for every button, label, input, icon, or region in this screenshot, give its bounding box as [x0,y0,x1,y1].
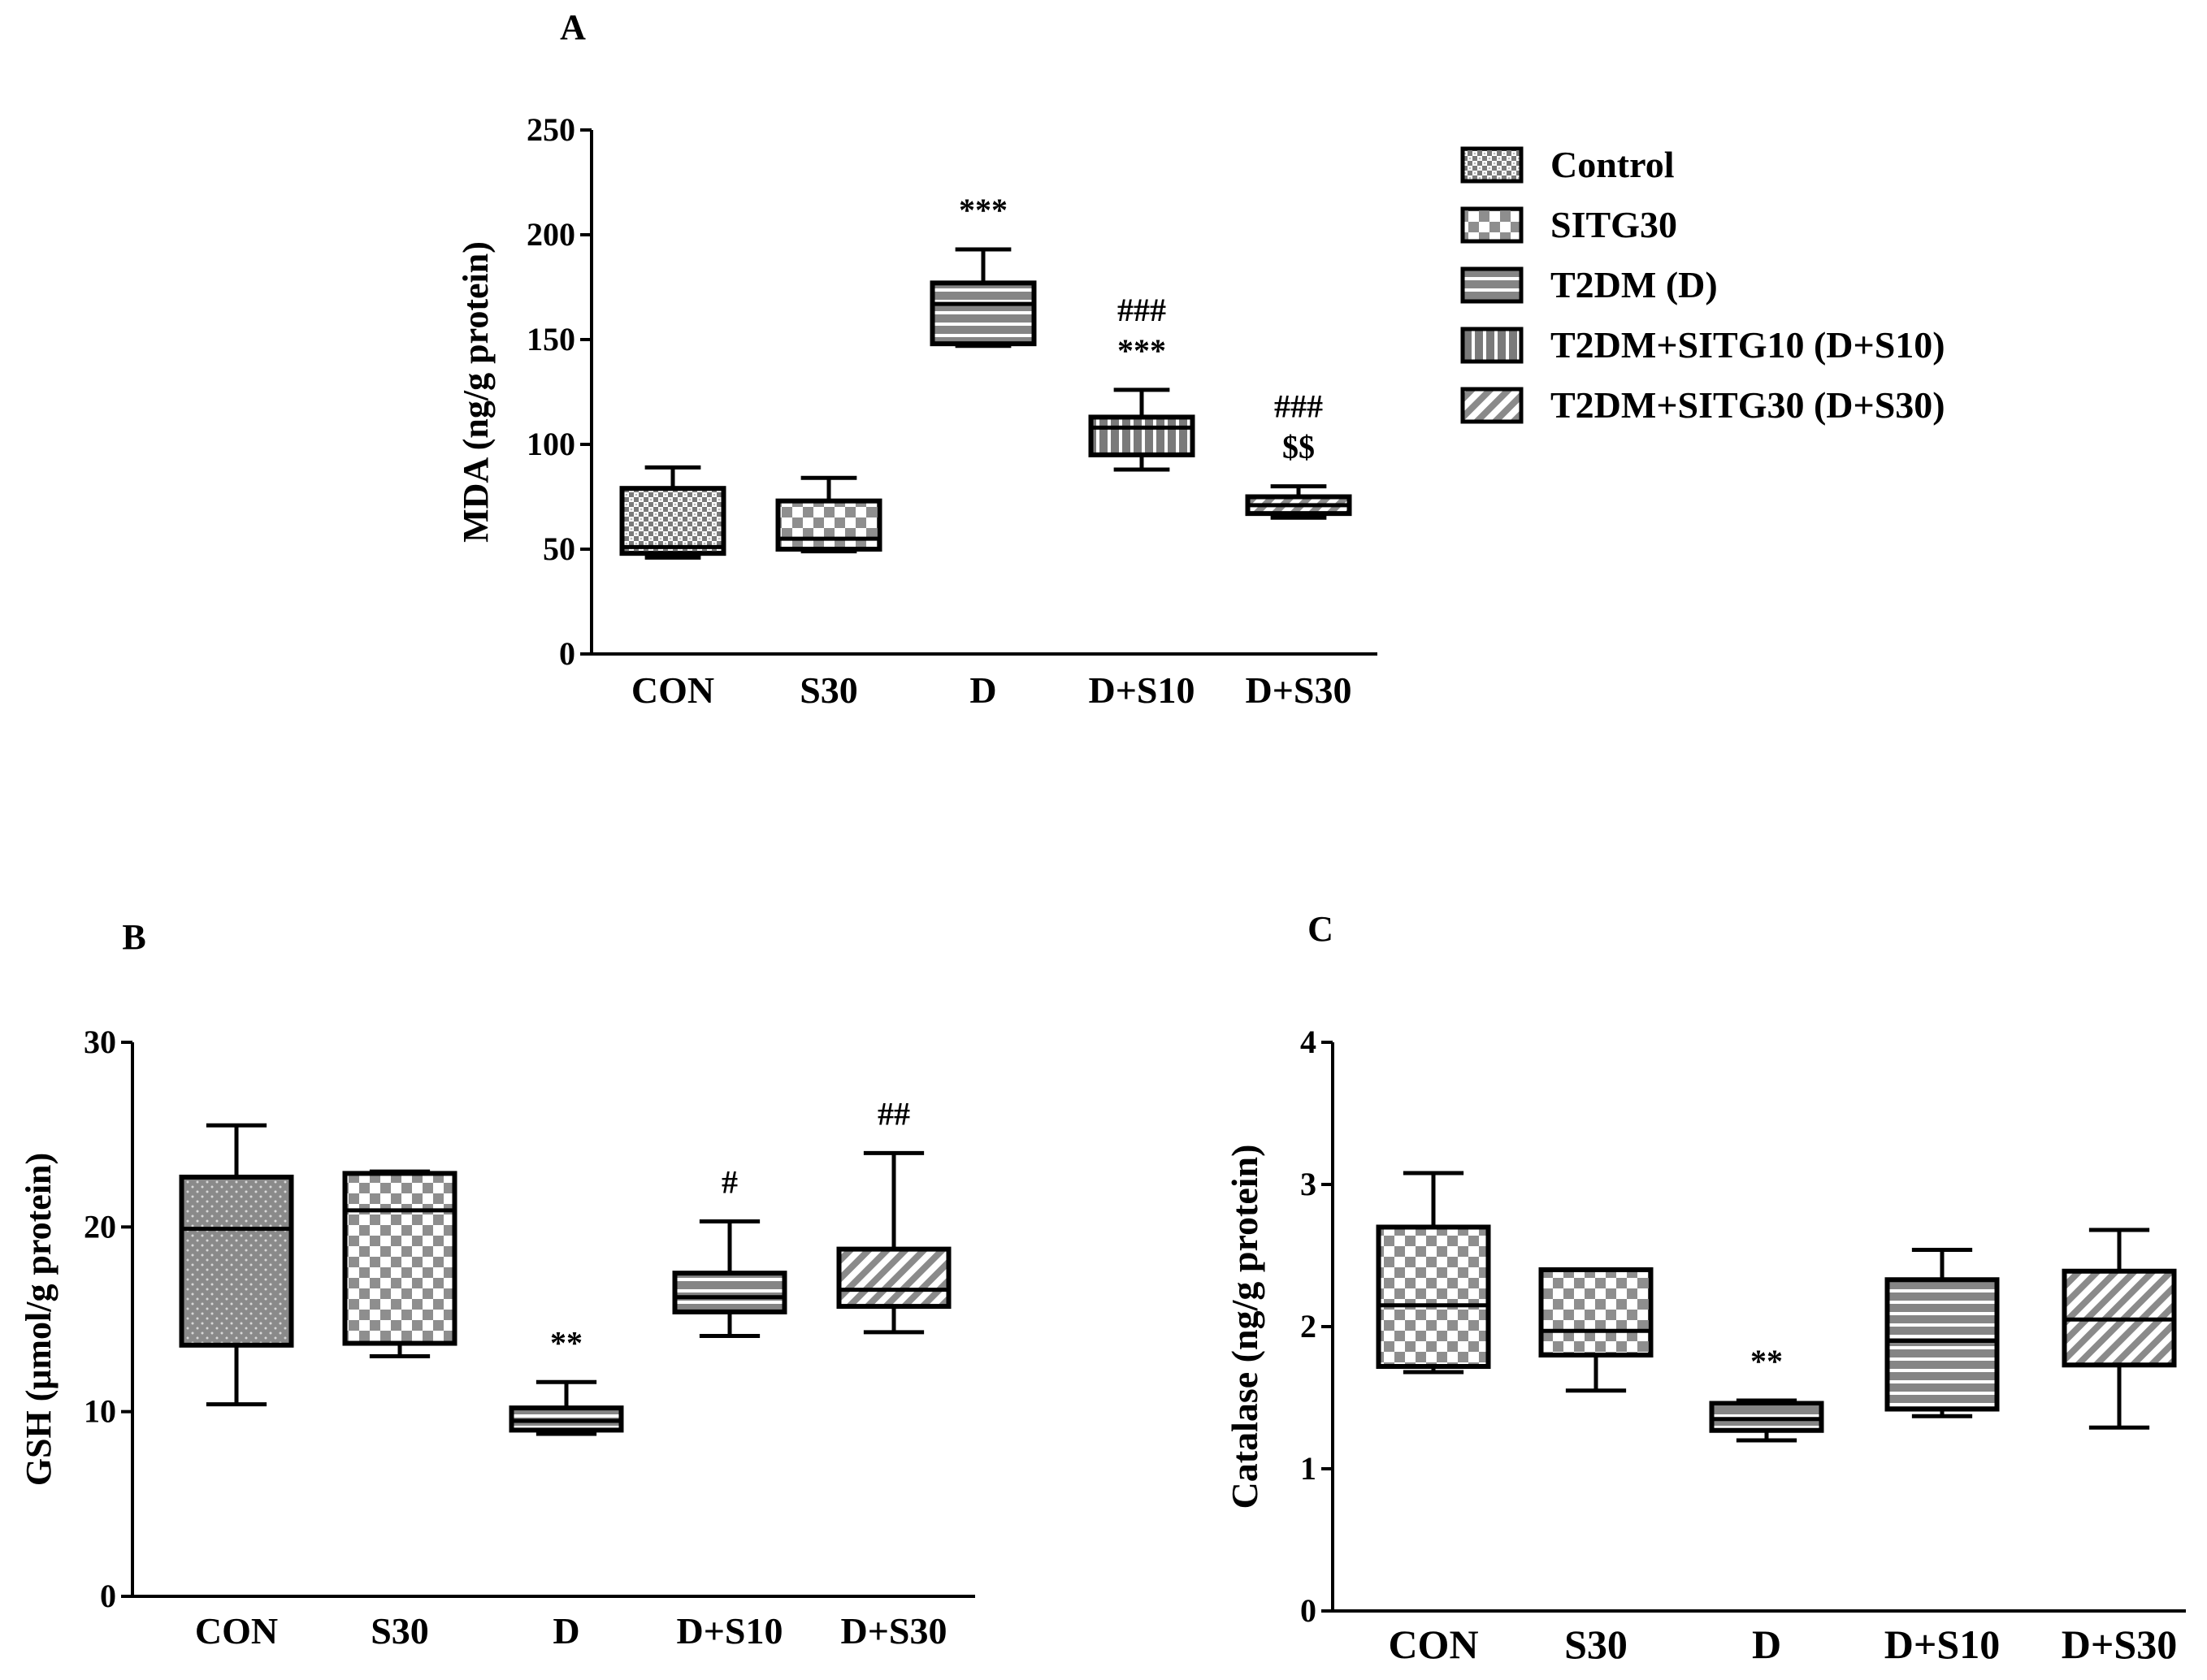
significance-label: ### [1274,388,1323,425]
legend-label: Control [1550,144,1675,185]
box-D [1709,1398,1824,1443]
y-tick-label: 2 [1300,1308,1316,1344]
box-S30 [1538,1267,1654,1393]
legend-swatch [1460,206,1524,244]
panel-letter-c: C [1307,909,1333,949]
box-S30 [775,475,882,554]
x-tick-label: D+S30 [1245,669,1351,711]
x-tick-label: CON [1388,1622,1478,1667]
y-tick-label: 3 [1300,1166,1316,1202]
x-tick-label: D+S10 [1884,1622,2000,1667]
legend-item: T2DM+SITG10 (D+S10) [1460,324,1945,366]
box-iqr [1709,1401,1824,1433]
chart-panel-c: 0 1 2 3 4 Catalase (ng/g protein) CON S30 D ** D+S… [1224,1024,2186,1667]
legend-item: Control [1460,144,1675,185]
box-iqr [1884,1277,2000,1412]
legend-item: SITG30 [1460,204,1677,245]
significance-label: *** [1117,332,1166,369]
y-tick-label: 30 [84,1024,116,1060]
box-D [930,247,1037,349]
svg-text:A: A [560,7,586,47]
legend-swatch [1460,266,1524,304]
legend-label: T2DM+SITG10 (D+S10) [1550,324,1945,366]
svg-text:B: B [122,917,145,957]
box-iqr [619,486,726,556]
box-iqr [775,498,882,552]
chart-panel-a: 0 50 100 150 200 250 MDA (ng/g protein) CON S30 D… [456,111,1377,711]
significance-label: ### [1117,292,1166,328]
y-tick-label: 0 [100,1578,116,1614]
y-tick-label: 0 [559,635,575,672]
box-S30 [342,1169,457,1358]
box-D+S10 [672,1219,787,1338]
box-iqr [1088,414,1195,457]
significance-label: ## [878,1095,910,1132]
y-tick-label: 150 [527,321,575,357]
box-D+S30 [2062,1228,2177,1430]
significance-label: ** [550,1324,583,1361]
y-tick-label: 4 [1300,1024,1316,1060]
y-axis-label: MDA (ng/g protein) [456,241,496,543]
box-D+S30 [1245,484,1352,520]
legend-label: T2DM+SITG30 (D+S30) [1550,384,1945,426]
y-tick-label: 0 [1300,1592,1316,1629]
x-tick-label: D [969,669,996,711]
legend-label: SITG30 [1550,204,1677,245]
y-tick-label: 50 [543,530,575,567]
legend-item: T2DM (D) [1460,264,1718,305]
y-tick-label: 200 [527,216,575,253]
legend-swatch [1460,387,1524,424]
y-tick-label: 1 [1300,1450,1316,1487]
y-tick-label: 20 [84,1208,116,1245]
y-axis-label: Catalase (ng/g protein) [1224,1145,1265,1509]
y-tick-label: 10 [84,1393,116,1430]
x-tick-label: CON [195,1610,278,1652]
x-tick-label: CON [631,669,714,711]
x-tick-label: S30 [371,1610,429,1652]
x-tick-label: S30 [1564,1622,1628,1667]
svg-text:C: C [1307,909,1333,949]
box-CON [619,465,726,560]
box-iqr [342,1171,457,1346]
significance-label: ** [1750,1343,1783,1379]
significance-label: $$ [1282,429,1315,465]
panel-letter-b: B [122,917,145,957]
chart-legend: Control SITG30 T2DM (D) T2DM+SITG10 (D+S10)… [1460,144,1945,426]
box-D+S10 [1088,388,1195,472]
box-D [509,1379,624,1436]
panel-letter-a: A [560,7,586,47]
box-CON [1376,1171,1491,1375]
box-iqr [1538,1267,1654,1357]
significance-label: *** [959,192,1008,228]
x-tick-label: S30 [800,669,858,711]
legend-swatch [1460,146,1524,184]
box-D+S30 [836,1150,952,1335]
legend-swatch [1460,327,1524,364]
legend-label: T2DM (D) [1550,264,1718,305]
box-iqr [1376,1224,1491,1369]
x-tick-label: D [553,1610,579,1652]
y-tick-label: 100 [527,426,575,462]
x-tick-label: D+S30 [840,1610,947,1652]
x-tick-label: D+S30 [2062,1622,2177,1667]
y-tick-label: 250 [527,111,575,148]
box-iqr [836,1246,952,1310]
y-axis-label: GSH (μmol/g protein) [19,1153,59,1486]
box-CON [179,1123,294,1407]
x-tick-label: D [1752,1622,1781,1667]
box-iqr [930,280,1037,347]
legend-item: T2DM+SITG30 (D+S30) [1460,384,1945,426]
x-tick-label: D+S10 [676,1610,783,1652]
box-D+S10 [1884,1248,2000,1418]
chart-panel-b: 0 10 20 30 GSH (μmol/g protein) CON S30 D ** D+S1… [19,1024,975,1652]
x-tick-label: D+S10 [1088,669,1195,711]
box-iqr [672,1271,787,1314]
significance-label: # [722,1164,738,1201]
box-iqr [179,1174,294,1348]
